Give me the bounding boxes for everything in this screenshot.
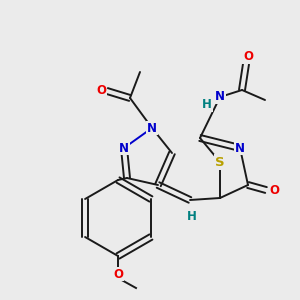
Text: N: N (215, 91, 225, 103)
Text: S: S (215, 155, 225, 169)
Text: O: O (269, 184, 279, 196)
Text: N: N (147, 122, 157, 134)
Text: O: O (243, 50, 253, 64)
Text: O: O (113, 268, 123, 281)
Text: N: N (119, 142, 129, 154)
Text: H: H (202, 98, 212, 112)
Text: H: H (187, 209, 197, 223)
Text: O: O (96, 85, 106, 98)
Text: N: N (235, 142, 245, 154)
